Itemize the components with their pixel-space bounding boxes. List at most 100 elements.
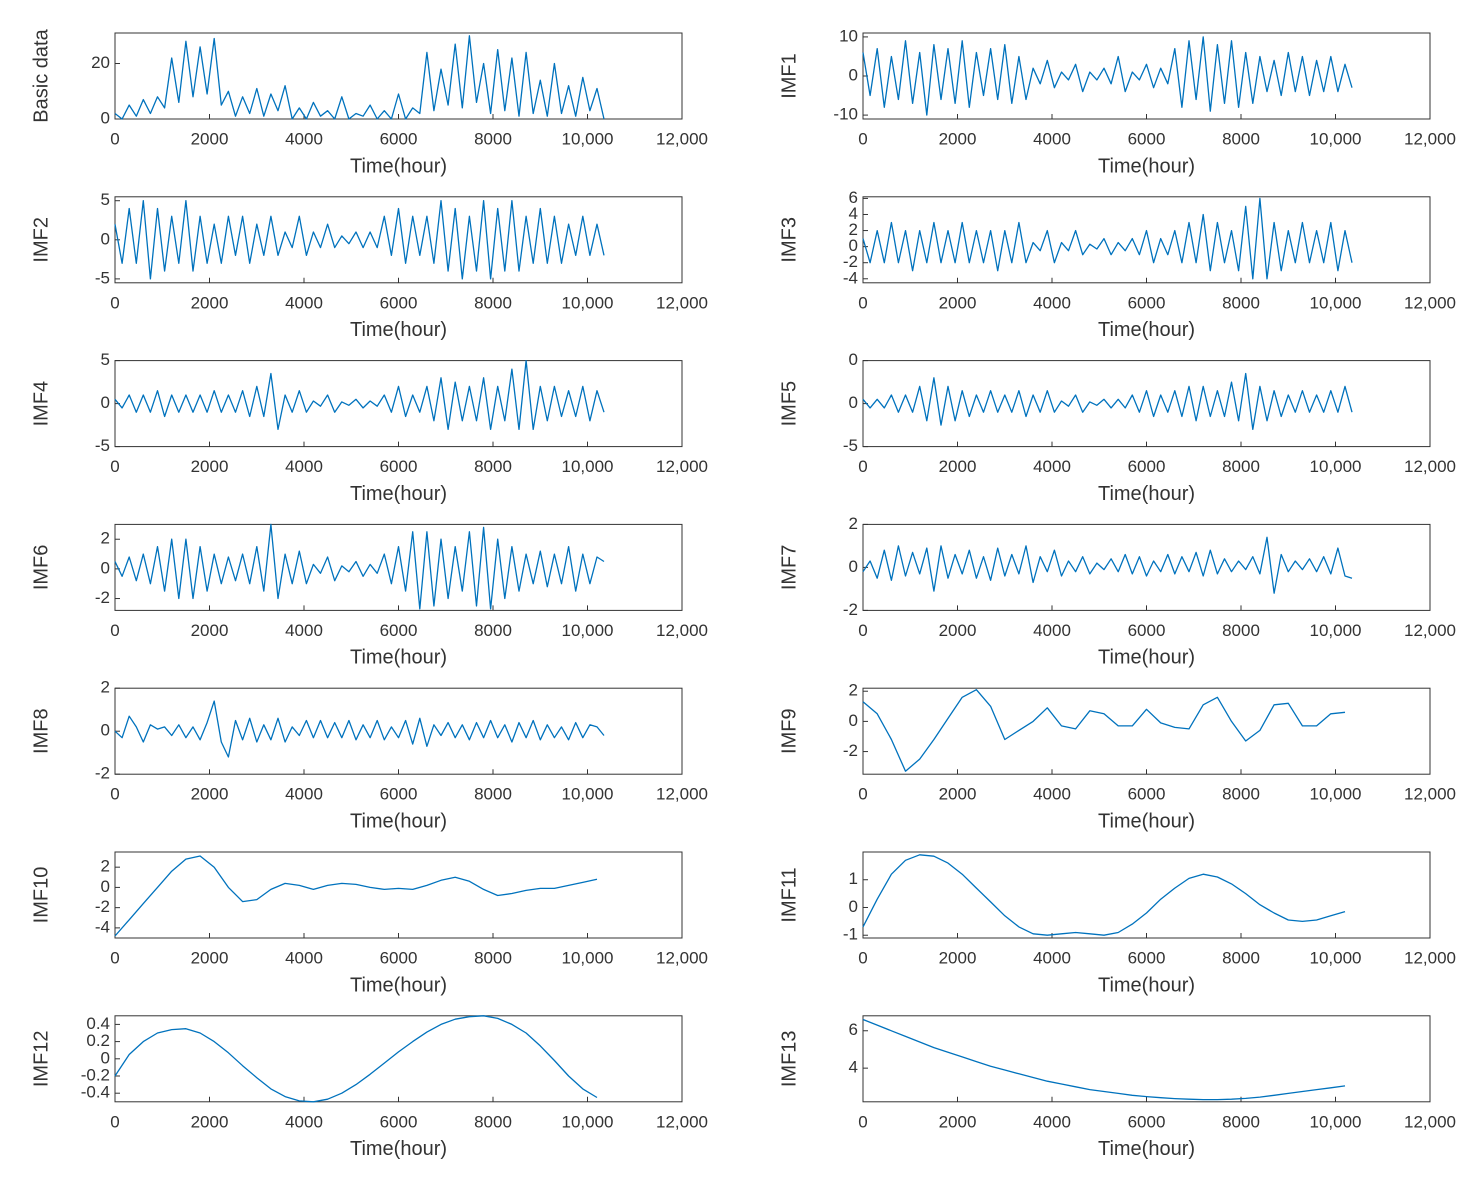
x-tick-label: 2000 — [191, 1112, 229, 1131]
axes-frame — [862, 360, 1431, 448]
x-tick-label: 12,000 — [1404, 621, 1456, 640]
signal-line — [862, 1018, 1346, 1101]
signal-line — [114, 700, 605, 758]
y-axis-label: IMF12 — [30, 1030, 52, 1087]
x-tick-label: 0 — [858, 129, 867, 148]
y-tick-label: -5 — [95, 436, 110, 455]
x-tick-label: 2000 — [939, 129, 977, 148]
y-tick-label: 0.4 — [86, 1014, 110, 1033]
x-tick-label: 0 — [858, 621, 867, 640]
y-tick-label: -5 — [95, 268, 110, 287]
x-tick-label: 8000 — [1222, 129, 1260, 148]
x-tick-label: 2000 — [939, 948, 977, 967]
y-axis-label: IMF10 — [30, 867, 52, 924]
y-tick-label: 0 — [849, 236, 858, 255]
y-tick-label: 10 — [839, 26, 858, 45]
x-axis-label: Time(hour) — [350, 974, 447, 996]
y-tick-label: 5 — [101, 350, 110, 369]
y-axis-label: IMF9 — [778, 708, 800, 754]
y-tick-label: 0 — [101, 393, 110, 412]
signal-line — [862, 197, 1353, 280]
x-tick-label: 10,000 — [1310, 293, 1362, 312]
y-axis-label: IMF8 — [30, 708, 52, 754]
y-tick-label: 0 — [101, 877, 110, 896]
x-tick-label: 0 — [858, 457, 867, 476]
x-tick-label: 0 — [858, 1112, 867, 1131]
x-tick-label: 6000 — [380, 1112, 418, 1131]
x-tick-label: 0 — [110, 457, 119, 476]
x-tick-label: 2000 — [191, 457, 229, 476]
x-tick-label: 12,000 — [1404, 129, 1456, 148]
x-axis-label: Time(hour) — [1098, 319, 1195, 341]
x-tick-label: 10,000 — [562, 129, 614, 148]
x-tick-label: 8000 — [1222, 621, 1260, 640]
x-tick-label: 12,000 — [1404, 948, 1456, 967]
x-tick-label: 4000 — [285, 621, 323, 640]
x-tick-label: 4000 — [1033, 1112, 1071, 1131]
x-tick-label: 12,000 — [656, 785, 708, 804]
x-tick-label: 2000 — [191, 948, 229, 967]
x-tick-label: 2000 — [191, 293, 229, 312]
x-tick-label: 10,000 — [1310, 129, 1362, 148]
axes-frame — [114, 1015, 683, 1103]
x-tick-label: 4000 — [285, 948, 323, 967]
x-tick-label: 6000 — [380, 621, 418, 640]
y-tick-label: 2 — [101, 678, 110, 697]
x-tick-label: 4000 — [285, 1112, 323, 1131]
x-tick-label: 0 — [110, 293, 119, 312]
x-tick-label: 8000 — [474, 1112, 512, 1131]
x-axis-label: Time(hour) — [350, 647, 447, 669]
y-tick-label: -2 — [843, 741, 858, 760]
x-tick-label: 8000 — [1222, 785, 1260, 804]
y-tick-label: -2 — [95, 764, 110, 783]
x-tick-label: 2000 — [939, 785, 977, 804]
axes-frame — [114, 523, 683, 611]
y-axis-label: IMF11 — [778, 867, 800, 922]
x-tick-label: 2000 — [191, 621, 229, 640]
x-tick-label: 8000 — [474, 785, 512, 804]
axes-frame — [114, 851, 683, 939]
y-tick-label: 0 — [849, 350, 858, 369]
x-tick-label: 8000 — [474, 129, 512, 148]
x-tick-label: 12,000 — [656, 1112, 708, 1131]
signal-line — [862, 372, 1353, 431]
x-tick-label: 6000 — [1128, 1112, 1166, 1131]
x-tick-label: 12,000 — [1404, 457, 1456, 476]
x-axis-label: Time(hour) — [1098, 155, 1195, 177]
x-tick-label: 4000 — [1033, 785, 1071, 804]
y-tick-label: 0 — [101, 108, 110, 127]
y-axis-label: IMF13 — [778, 1030, 800, 1087]
y-tick-label: 0 — [101, 1048, 110, 1067]
y-axis-label: IMF5 — [778, 381, 800, 427]
y-tick-label: -10 — [833, 105, 858, 124]
x-tick-label: 12,000 — [1404, 785, 1456, 804]
x-tick-label: 8000 — [1222, 948, 1260, 967]
x-tick-label: 10,000 — [562, 785, 614, 804]
x-tick-label: 2000 — [191, 785, 229, 804]
x-tick-label: 12,000 — [656, 948, 708, 967]
y-axis-label: IMF2 — [30, 217, 52, 263]
x-tick-label: 6000 — [1128, 948, 1166, 967]
x-tick-label: 6000 — [1128, 621, 1166, 640]
y-tick-label: 6 — [849, 1020, 858, 1039]
x-tick-label: 4000 — [285, 129, 323, 148]
axes-frame — [862, 851, 1431, 939]
axes-frame — [114, 360, 683, 448]
x-tick-label: 6000 — [1128, 457, 1166, 476]
signal-line — [114, 359, 605, 431]
y-axis-label: IMF6 — [30, 545, 52, 591]
axes-frame — [114, 32, 683, 120]
x-tick-label: 4000 — [285, 785, 323, 804]
x-tick-label: 8000 — [474, 293, 512, 312]
x-axis-label: Time(hour) — [1098, 810, 1195, 832]
x-tick-label: 6000 — [380, 129, 418, 148]
signal-line — [862, 536, 1353, 594]
y-axis-label: Basic data — [30, 28, 52, 122]
y-tick-label: 0 — [849, 557, 858, 576]
x-axis-label: Time(hour) — [350, 319, 447, 341]
x-axis-label: Time(hour) — [350, 155, 447, 177]
y-tick-label: 20 — [91, 53, 110, 72]
y-tick-label: 4 — [849, 204, 858, 223]
signal-line — [114, 855, 598, 937]
